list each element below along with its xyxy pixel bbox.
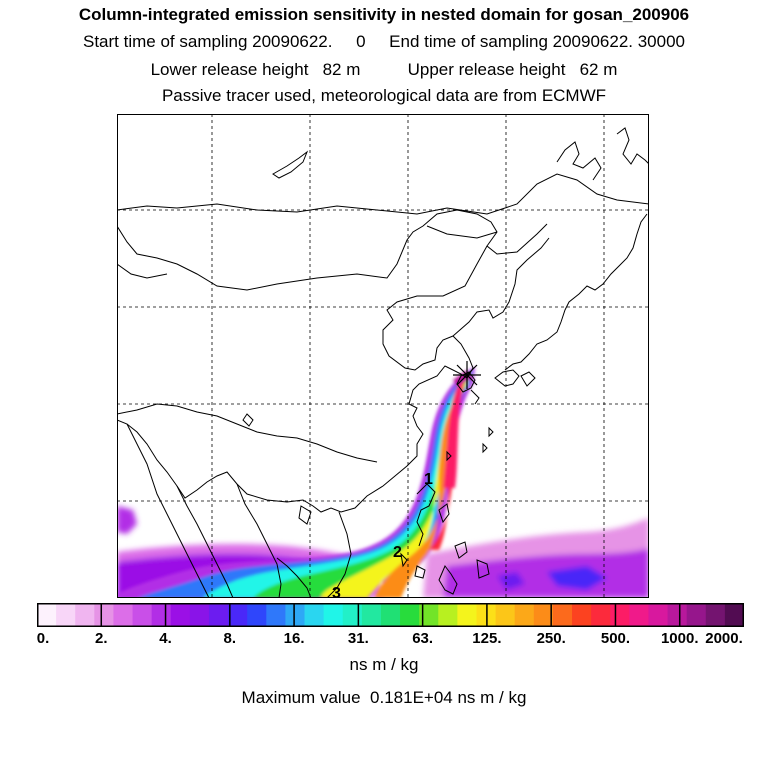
color-scale-cell bbox=[113, 603, 134, 627]
maximum-value-line: Maximum value 0.181E+04 ns m / kg bbox=[241, 688, 527, 707]
sensitivity-map: 1 2 3 bbox=[117, 114, 649, 598]
color-scale-cell bbox=[667, 603, 688, 627]
color-scale-cell bbox=[189, 603, 210, 627]
color-scale-cell bbox=[94, 603, 115, 627]
color-scale-cell bbox=[686, 603, 707, 627]
color-scale-cell bbox=[705, 603, 726, 627]
color-scale-cell bbox=[438, 603, 458, 627]
color-scale-cell bbox=[247, 603, 267, 627]
tracer-info-line: Passive tracer used, meteorological data… bbox=[161, 86, 607, 105]
plume-label-2: 2 bbox=[393, 544, 402, 561]
color-scale-cell bbox=[56, 603, 76, 627]
color-scale-cell bbox=[266, 603, 287, 627]
color-scale-tick-label: 1000. bbox=[660, 630, 699, 647]
color-scale-cell bbox=[323, 603, 344, 627]
color-scale-cell bbox=[495, 603, 516, 627]
color-scale-tick-label: 250. bbox=[536, 630, 566, 647]
graticule bbox=[117, 114, 649, 598]
color-scale-tick-label: 500. bbox=[600, 630, 631, 647]
color-scale-tick-label: 0. bbox=[36, 630, 50, 647]
map-frame bbox=[117, 114, 649, 598]
color-scale-cell bbox=[170, 603, 191, 627]
color-scale-cell bbox=[724, 603, 744, 627]
color-scale-tick-label: 2000. bbox=[705, 630, 743, 647]
color-scale-tick-label: 2. bbox=[95, 630, 108, 647]
color-scale-cell bbox=[380, 603, 401, 627]
color-scale-cell bbox=[572, 603, 592, 627]
plume-label-1: 1 bbox=[424, 471, 433, 488]
color-scale-cell bbox=[37, 603, 57, 627]
map-background bbox=[117, 114, 649, 598]
color-scale-cell bbox=[132, 603, 153, 627]
color-scale-cell bbox=[419, 603, 439, 627]
color-scale-tick-label: 63. bbox=[412, 630, 434, 647]
color-scale-units: ns m / kg bbox=[349, 655, 419, 674]
color-scale-cell bbox=[457, 603, 478, 627]
color-scale-tick-label: 31. bbox=[347, 630, 369, 647]
sampling-time-line: Start time of sampling 20090622. 0 End t… bbox=[83, 32, 685, 51]
color-scale-tick-label: 125. bbox=[472, 630, 502, 647]
plume-label-3: 3 bbox=[332, 585, 341, 598]
color-scale-bar bbox=[37, 603, 744, 627]
color-scale-cell bbox=[228, 603, 248, 627]
release-height-line: Lower release height 82 m Upper release … bbox=[150, 60, 618, 79]
map-title: Column-integrated emission sensitivity i… bbox=[78, 5, 690, 24]
color-scale-tick-label: 4. bbox=[159, 630, 172, 647]
color-scale-cell bbox=[285, 603, 306, 627]
coastlines bbox=[117, 127, 649, 598]
color-scale-cell bbox=[514, 603, 535, 627]
color-scale-cell bbox=[342, 603, 363, 627]
color-scale-cell bbox=[151, 603, 172, 627]
color-scale-cell bbox=[304, 603, 325, 627]
color-scale-cell bbox=[610, 603, 630, 627]
color-scale-cell bbox=[591, 603, 611, 627]
color-scale-tick-label: 8. bbox=[223, 630, 237, 647]
color-scale-cell bbox=[400, 603, 420, 627]
color-scale-cell bbox=[361, 603, 382, 627]
color-scale-cell bbox=[533, 603, 554, 627]
color-scale-cell bbox=[629, 603, 650, 627]
release-location-marker bbox=[453, 361, 481, 389]
color-scale-frame bbox=[37, 603, 744, 627]
color-scale-cell bbox=[552, 603, 573, 627]
color-scale-tick-label: 16. bbox=[283, 630, 305, 647]
color-scale-cell bbox=[648, 603, 669, 627]
color-scale-cell bbox=[75, 603, 95, 627]
color-scale-cell bbox=[208, 603, 229, 627]
